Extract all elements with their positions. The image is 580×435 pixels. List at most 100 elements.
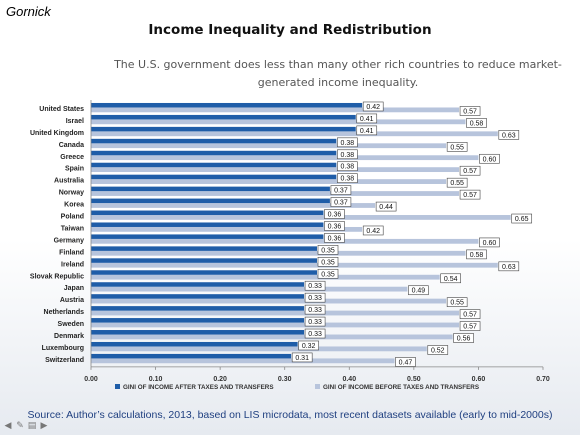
bar-after	[91, 246, 317, 251]
pen-icon[interactable]: ✎	[16, 421, 24, 431]
next-arrow-icon[interactable]: ▶	[40, 421, 48, 431]
category-label: Israel	[66, 118, 84, 125]
label-box-after	[304, 292, 326, 303]
category-label: Norway	[59, 190, 84, 197]
label-box-before	[479, 237, 500, 248]
bar-before	[91, 358, 395, 364]
value-label-after: 0.36	[328, 212, 342, 219]
label-box-before	[395, 357, 416, 367]
bar-after	[91, 150, 337, 156]
bar-after	[91, 186, 330, 192]
category-label: Slovak Republic	[30, 273, 84, 280]
value-label-before: 0.58	[470, 120, 484, 127]
bar-before	[91, 262, 498, 268]
value-label-before: 0.56	[457, 336, 471, 343]
label-box-before	[408, 285, 429, 296]
value-label-after: 0.37	[334, 188, 348, 195]
x-tick-label: 0.40	[342, 376, 356, 383]
bar-after	[91, 162, 337, 168]
label-box-before	[466, 249, 487, 260]
value-label-before: 0.63	[502, 264, 516, 271]
value-label-before: 0.44	[379, 204, 393, 211]
legend-swatch-before	[315, 384, 320, 389]
value-label-before: 0.65	[515, 216, 529, 223]
bar-after	[91, 353, 292, 359]
bar-before	[91, 131, 498, 137]
x-tick-label: 0.70	[536, 376, 550, 383]
x-tick-label: 0.50	[407, 376, 421, 383]
value-label-before: 0.63	[502, 132, 516, 139]
label-box-after	[304, 316, 326, 327]
bar-before	[91, 191, 460, 196]
label-box-after	[356, 125, 378, 136]
label-box-after	[304, 304, 326, 315]
label-box-before	[446, 297, 468, 307]
category-label: Austria	[60, 297, 84, 304]
slide-nav: ◀ ✎ ▤ ▶	[3, 421, 49, 431]
label-box-after	[337, 161, 358, 172]
bar-before	[91, 346, 427, 352]
label-box-after	[317, 245, 339, 255]
label-box-after	[298, 340, 319, 351]
bar-before	[91, 298, 447, 304]
category-label: Sweden	[58, 321, 84, 328]
category-label: United States	[39, 106, 84, 113]
bar-after	[91, 234, 324, 239]
value-label-after: 0.36	[328, 235, 342, 242]
category-label: United Kingdom	[30, 130, 84, 137]
label-box-after	[324, 233, 345, 243]
x-tick-label: 0.60	[472, 376, 486, 383]
value-label-before: 0.55	[450, 144, 464, 151]
label-box-after	[337, 173, 358, 183]
value-label-before: 0.49	[412, 288, 426, 295]
x-tick-label: 0.20	[213, 376, 227, 383]
label-box-before	[453, 333, 474, 343]
label-box-before	[459, 106, 481, 116]
prev-arrow-icon[interactable]: ◀	[4, 421, 12, 431]
bar-before	[91, 334, 453, 340]
value-label-before: 0.60	[483, 156, 497, 163]
menu-icon[interactable]: ▤	[27, 421, 37, 431]
bar-after	[91, 306, 305, 311]
chart-title: Income Inequality and Redistribution	[148, 22, 432, 38]
bar-before	[91, 226, 363, 232]
label-box-before	[511, 213, 533, 224]
value-label-after: 0.38	[341, 152, 355, 159]
label-box-before	[479, 153, 500, 164]
legend-label-after: GINI OF INCOME AFTER TAXES AND TRANSFERS	[123, 384, 274, 391]
value-label-before: 0.47	[399, 359, 413, 366]
bar-after	[91, 341, 298, 347]
label-box-after	[304, 328, 326, 339]
category-label: Taiwan	[61, 225, 84, 232]
label-box-after	[330, 185, 352, 195]
value-label-before: 0.42	[366, 228, 380, 235]
bar-before	[91, 119, 466, 125]
category-label: Australia	[54, 178, 84, 185]
label-box-after	[337, 137, 358, 148]
bar-after	[91, 258, 317, 263]
label-box-after	[317, 257, 339, 267]
value-label-after: 0.41	[360, 116, 374, 123]
category-label: Korea	[64, 202, 84, 209]
label-box-before	[459, 189, 481, 200]
bar-before	[91, 310, 460, 316]
bar-before	[91, 322, 460, 328]
value-label-after: 0.33	[308, 331, 322, 338]
bar-after	[91, 282, 305, 287]
label-box-after	[304, 280, 326, 291]
bar-before	[91, 155, 479, 161]
bar-before	[91, 286, 408, 292]
category-label: Canada	[59, 142, 84, 149]
value-label-before: 0.58	[470, 252, 484, 259]
value-label-after: 0.41	[360, 128, 374, 135]
category-label: Germany	[54, 237, 84, 244]
bar-after	[91, 114, 356, 120]
label-box-after	[317, 268, 339, 279]
label-box-after	[324, 221, 345, 231]
value-label-after: 0.32	[302, 343, 316, 350]
value-label-after: 0.42	[366, 104, 380, 111]
label-box-before	[375, 201, 397, 212]
bar-before	[91, 250, 466, 256]
bar-after	[91, 318, 305, 323]
bar-after	[91, 174, 337, 180]
